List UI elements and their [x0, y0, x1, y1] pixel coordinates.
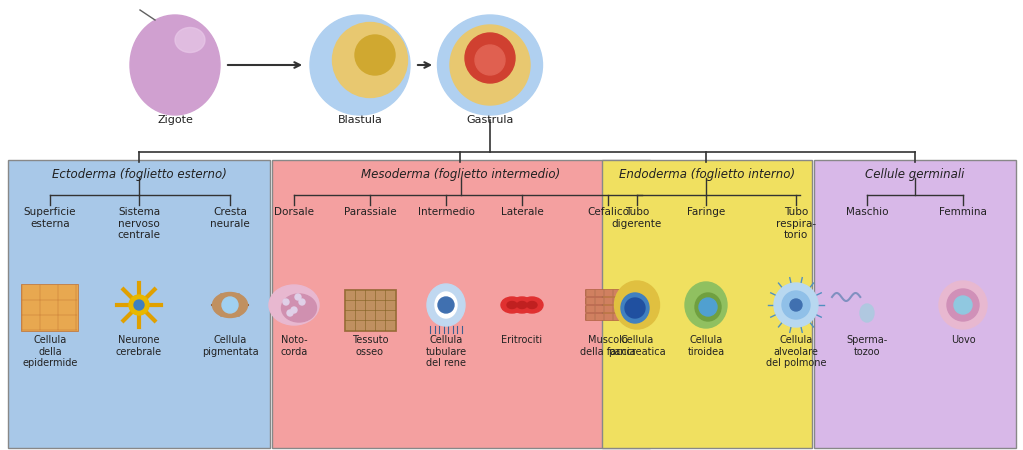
Text: Cellula
tubulare
del rene: Cellula tubulare del rene: [426, 335, 466, 368]
Text: Maschio: Maschio: [846, 207, 888, 217]
Text: Ectoderma (foglietto esterno): Ectoderma (foglietto esterno): [51, 168, 226, 181]
Text: Cellula
pancreatica: Cellula pancreatica: [609, 335, 666, 356]
FancyBboxPatch shape: [814, 160, 1016, 448]
Circle shape: [438, 297, 454, 313]
Ellipse shape: [175, 27, 205, 53]
Text: Faringe: Faringe: [686, 207, 725, 217]
Text: Tessuto
osseo: Tessuto osseo: [352, 335, 389, 356]
Text: Sistema
nervoso
centrale: Sistema nervoso centrale: [118, 207, 161, 240]
Ellipse shape: [521, 297, 543, 313]
Text: Muscolo
della faccia: Muscolo della faccia: [580, 335, 636, 356]
FancyBboxPatch shape: [585, 306, 630, 312]
Text: Uovo: Uovo: [950, 335, 975, 345]
FancyBboxPatch shape: [585, 314, 630, 320]
Circle shape: [291, 307, 297, 313]
Text: Cellula
della
epidermide: Cellula della epidermide: [23, 335, 78, 368]
Ellipse shape: [501, 297, 523, 313]
Ellipse shape: [507, 302, 517, 309]
Ellipse shape: [527, 302, 537, 309]
Text: Blastula: Blastula: [338, 115, 383, 125]
Text: Dorsale: Dorsale: [274, 207, 314, 217]
Circle shape: [790, 299, 802, 311]
FancyBboxPatch shape: [585, 289, 630, 297]
Ellipse shape: [438, 15, 542, 115]
Text: Cellula
tiroidea: Cellula tiroidea: [687, 335, 724, 356]
Circle shape: [129, 295, 149, 315]
Text: Cellula
pigmentata: Cellula pigmentata: [202, 335, 259, 356]
Text: Laterale: Laterale: [500, 207, 543, 217]
Ellipse shape: [695, 293, 721, 321]
Circle shape: [947, 289, 979, 321]
Ellipse shape: [621, 293, 649, 323]
Text: Noto-
corda: Noto- corda: [280, 335, 308, 356]
Ellipse shape: [269, 285, 319, 325]
Text: Gastrula: Gastrula: [466, 115, 514, 125]
Circle shape: [222, 297, 238, 313]
Text: Tubo
digerente: Tubo digerente: [612, 207, 662, 229]
Circle shape: [134, 300, 144, 310]
Ellipse shape: [517, 302, 527, 309]
Ellipse shape: [475, 45, 505, 75]
Text: Cefalico: Cefalico: [587, 207, 629, 217]
Text: Cresta
neurale: Cresta neurale: [210, 207, 250, 229]
Circle shape: [283, 299, 290, 305]
Ellipse shape: [130, 15, 220, 115]
Text: Neurone
cerebrale: Neurone cerebrale: [116, 335, 162, 356]
Circle shape: [699, 298, 717, 316]
Ellipse shape: [615, 281, 660, 329]
Text: Eritrociti: Eritrociti: [501, 335, 542, 345]
Ellipse shape: [213, 292, 248, 318]
Text: Zigote: Zigote: [158, 115, 193, 125]
Text: Sperma-
tozoo: Sperma- tozoo: [846, 335, 888, 356]
Text: Cellula
alveolare
del polmone: Cellula alveolare del polmone: [766, 335, 827, 368]
Circle shape: [774, 283, 818, 327]
Circle shape: [287, 310, 293, 316]
Circle shape: [782, 291, 810, 319]
Ellipse shape: [860, 304, 874, 322]
Text: Tubo
respira-
torio: Tubo respira- torio: [775, 207, 816, 240]
Ellipse shape: [310, 15, 410, 115]
FancyBboxPatch shape: [8, 160, 270, 448]
Ellipse shape: [332, 22, 407, 98]
Ellipse shape: [427, 284, 465, 326]
Ellipse shape: [512, 297, 533, 313]
Text: Cellule germinali: Cellule germinali: [865, 168, 965, 181]
Text: Femmina: Femmina: [939, 207, 987, 217]
FancyBboxPatch shape: [272, 160, 650, 448]
Ellipse shape: [281, 294, 316, 322]
Circle shape: [954, 296, 972, 314]
Circle shape: [299, 299, 305, 305]
Ellipse shape: [465, 33, 515, 83]
Ellipse shape: [450, 25, 530, 105]
Circle shape: [939, 281, 987, 329]
Circle shape: [625, 298, 644, 318]
FancyBboxPatch shape: [585, 297, 630, 305]
Text: Endoderma (foglietto interno): Endoderma (foglietto interno): [619, 168, 795, 181]
Text: Superficie
esterna: Superficie esterna: [24, 207, 77, 229]
Text: Parassiale: Parassiale: [344, 207, 396, 217]
FancyBboxPatch shape: [602, 160, 812, 448]
Circle shape: [131, 297, 147, 313]
Ellipse shape: [355, 35, 395, 75]
Text: Mesoderma (foglietto intermedio): Mesoderma (foglietto intermedio): [361, 168, 561, 181]
Text: Intermedio: Intermedio: [417, 207, 475, 217]
Circle shape: [295, 294, 301, 300]
Ellipse shape: [435, 292, 457, 318]
Ellipse shape: [685, 282, 727, 328]
FancyBboxPatch shape: [344, 289, 396, 331]
FancyBboxPatch shape: [21, 284, 78, 331]
